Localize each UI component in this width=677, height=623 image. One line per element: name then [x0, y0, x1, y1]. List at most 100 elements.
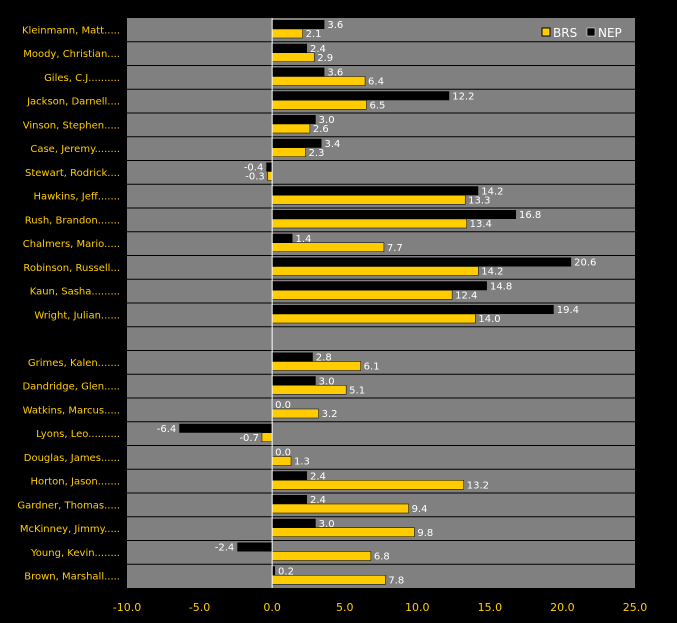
bar-brs	[267, 171, 273, 181]
bar-brs	[271, 290, 453, 300]
bar-nep	[266, 162, 273, 172]
data-label-brs: 5.1	[349, 385, 365, 396]
x-tick-label: 0.0	[263, 601, 281, 614]
x-tick-label: -10.0	[113, 601, 141, 614]
x-tick-label: -5.0	[189, 601, 210, 614]
legend: BRS NEP	[541, 26, 622, 40]
bar-brs	[271, 52, 315, 62]
data-label-nep: 20.6	[574, 258, 596, 269]
category-label: Hawkins, Jeff.......	[33, 192, 120, 203]
data-label-brs: 9.4	[412, 504, 428, 515]
data-label-nep: -0.4	[244, 163, 264, 174]
category-label: Grimes, Kalen.......	[28, 358, 120, 369]
data-label-brs: 12.4	[455, 290, 477, 301]
category-label: Watkins, Marcus.....	[23, 405, 120, 416]
category-labels: Kleinmann, Matt..... Moody, Christian....…	[17, 25, 120, 582]
bar-nep	[272, 566, 276, 576]
bar-nep	[272, 210, 516, 219]
x-tick-label: 5.0	[336, 601, 354, 614]
data-label-brs: -0.3	[245, 172, 265, 183]
category-label: Jackson, Darnell....	[26, 97, 120, 108]
bar-brs	[271, 242, 385, 252]
bar-nep	[272, 305, 554, 314]
bar-nep	[272, 376, 316, 386]
data-label-nep: 2.4	[310, 471, 326, 482]
bars-group	[179, 20, 572, 585]
bar-nep	[272, 257, 572, 267]
data-label-brs: 14.2	[481, 267, 503, 278]
data-label-nep: 0.0	[275, 400, 291, 411]
category-label: Douglas, James......	[24, 453, 120, 464]
data-label-nep: 16.8	[519, 210, 541, 221]
bar-nep	[272, 186, 479, 196]
data-label-brs: 1.3	[294, 457, 310, 468]
bar-nep	[272, 67, 325, 77]
category-label: Gardner, Thomas.....	[17, 500, 120, 511]
x-tick-label: 10.0	[405, 601, 430, 614]
bar-brs	[271, 385, 347, 395]
legend-label-nep: NEP	[598, 26, 622, 40]
data-label-brs: 13.3	[468, 195, 490, 206]
row-gridlines	[127, 41, 635, 565]
bar-brs	[271, 28, 303, 39]
bar-nep	[272, 115, 316, 124]
data-label-brs: 2.6	[313, 124, 329, 135]
data-label-nep: 0.2	[278, 566, 294, 577]
bar-brs	[271, 123, 311, 134]
category-label: Wright, Julian......	[34, 310, 120, 321]
category-label: Stewart, Rodrick....	[25, 168, 120, 179]
bar-brs	[271, 147, 306, 157]
data-label-brs: 14.0	[478, 314, 500, 325]
x-tick-label: 25.0	[623, 601, 648, 614]
data-label-brs: 13.2	[467, 480, 489, 491]
category-label: Young, Kevin........	[30, 548, 120, 559]
legend-swatch-brs	[541, 27, 551, 37]
data-label-nep: -2.4	[215, 543, 235, 554]
bar-brs	[271, 480, 464, 490]
x-tick-label: 20.0	[550, 601, 575, 614]
data-label-nep: -6.4	[157, 424, 177, 435]
category-label: Case, Jeremy........	[30, 144, 120, 155]
bar-brs	[271, 100, 367, 110]
category-label: Horton, Jason.......	[31, 477, 120, 488]
bar-nep	[272, 352, 313, 362]
data-label-brs: 6.4	[368, 77, 384, 88]
data-label-nep: 3.4	[324, 139, 340, 150]
bar-nep	[272, 43, 307, 53]
data-label-brs: 6.1	[364, 362, 380, 373]
data-label-brs: 2.3	[309, 148, 325, 159]
bar-nep	[272, 233, 293, 243]
data-label-brs: 7.7	[387, 243, 403, 254]
data-label-brs: 3.2	[322, 409, 338, 420]
data-label-nep: 14.8	[490, 281, 512, 292]
bar-brs	[271, 218, 467, 229]
bar-nep	[237, 542, 273, 552]
bar-brs	[271, 195, 466, 205]
data-label-brs: 2.1	[306, 29, 322, 40]
category-label: Moody, Christian....	[23, 49, 120, 60]
category-label: Chalmers, Mario.....	[23, 239, 120, 250]
bar-nep	[272, 495, 307, 504]
category-label: Kaun, Sasha.........	[30, 287, 120, 298]
data-label-brs: 6.5	[369, 100, 385, 111]
legend-label-brs: BRS	[553, 26, 577, 40]
bar-brs	[271, 503, 409, 514]
bar-nep	[272, 471, 307, 481]
bar-nep	[179, 423, 273, 433]
x-tick-labels: -10.0 -5.0 0.0 5.0 10.0 15.0 20.0 25.0	[113, 601, 647, 614]
data-label-nep: 12.2	[452, 91, 474, 102]
data-label-brs: 2.9	[317, 53, 333, 64]
data-label-brs: 13.4	[470, 219, 492, 230]
bar-brs	[261, 432, 273, 442]
data-label-brs: -0.7	[239, 433, 259, 444]
bar-brs	[271, 313, 476, 324]
category-label: Vinson, Stephen.....	[23, 120, 120, 131]
data-label-nep: 3.6	[327, 20, 343, 31]
bar-brs	[271, 551, 372, 561]
category-label: McKinney, Jimmy.....	[20, 524, 120, 535]
category-label: Brown, Marshall.....	[24, 572, 120, 583]
data-label-nep: 2.4	[310, 44, 326, 55]
data-label-nep: 14.2	[481, 186, 503, 197]
category-label: Robinson, Russell...	[23, 263, 120, 274]
legend-swatch-nep	[586, 27, 596, 37]
